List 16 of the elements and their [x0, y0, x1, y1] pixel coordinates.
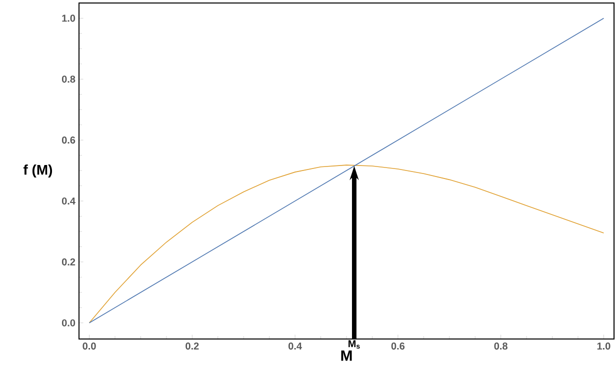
- y-axis-title: f (M): [23, 164, 52, 178]
- x-axis-title: M: [341, 350, 352, 361]
- y-tick-label: 0.2: [62, 258, 76, 266]
- y-tick-label: 0.4: [62, 197, 76, 205]
- y-tick-label: 0.6: [62, 136, 76, 144]
- line-series: [88, 164, 604, 324]
- annotation: M$_{s}$: [348, 340, 360, 349]
- x-tick-label: 0.4: [288, 342, 302, 350]
- x-tick-label: 0.0: [82, 342, 96, 350]
- x-tick-label: 0.6: [391, 342, 405, 350]
- x-tick-label: 0.2: [186, 342, 199, 350]
- y-tick-label: 0.0: [62, 319, 76, 326]
- x-tick-label: 0.8: [494, 342, 508, 350]
- y-tick-label: 1.0: [62, 14, 76, 22]
- y-tick-label: 0.8: [62, 76, 76, 83]
- x-tick-label: 1.0: [597, 342, 610, 350]
